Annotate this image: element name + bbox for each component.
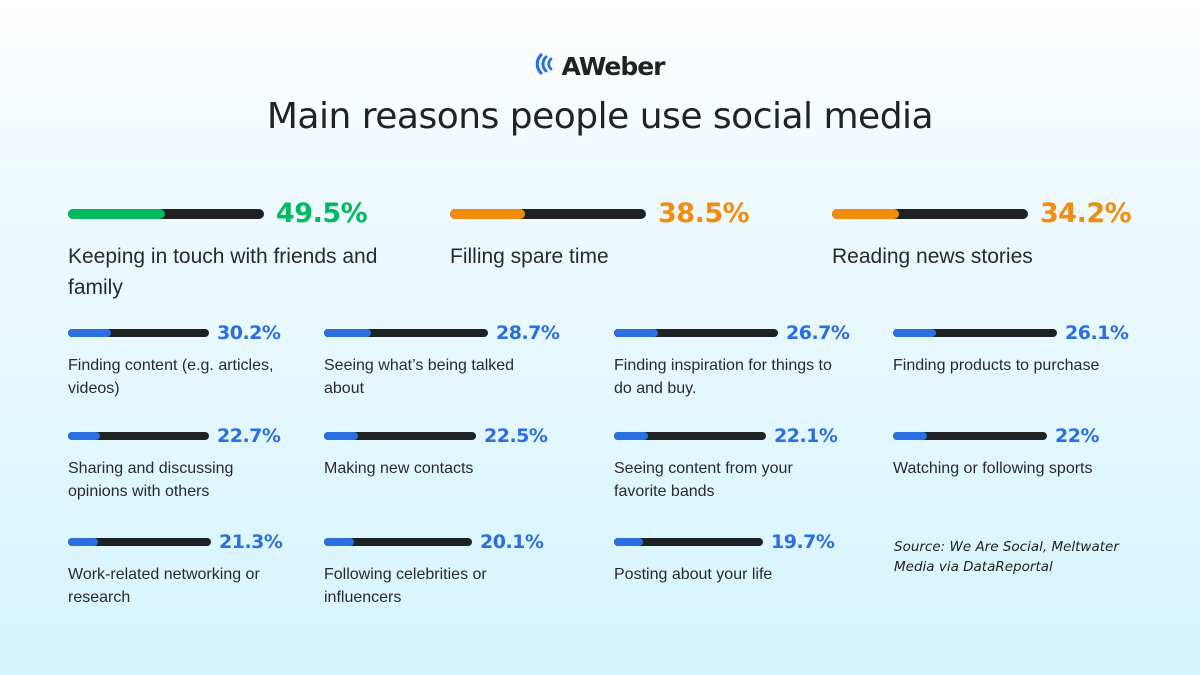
stat-value: 21.3%	[219, 531, 283, 553]
aweber-waves-icon	[535, 52, 559, 81]
stat-label: Reading news stories	[832, 245, 1033, 268]
stat-label: Following celebrities or influencers	[324, 566, 487, 606]
stat-item: 38.5% Filling spare time	[450, 198, 770, 272]
progress-bar	[614, 538, 763, 546]
progress-bar	[893, 329, 1057, 337]
stat-label: Seeing content from your favorite bands	[614, 460, 793, 500]
progress-bar	[893, 432, 1047, 440]
progress-bar	[324, 329, 488, 337]
stat-label: Keeping in touch with friends and family	[68, 245, 378, 299]
progress-bar	[68, 208, 264, 219]
stat-value: 26.7%	[786, 322, 850, 344]
page-title: Main reasons people use social media	[266, 96, 934, 137]
stat-label: Seeing what’s being talked about	[324, 357, 515, 397]
progress-bar	[324, 538, 472, 546]
stat-item: 26.7% Finding inspiration for things to …	[614, 322, 850, 400]
stat-item: 22.1% Seeing content from your favorite …	[614, 425, 838, 503]
stat-label: Finding content (e.g. articles, videos)	[68, 357, 274, 397]
stat-value: 34.2%	[1040, 198, 1132, 229]
stat-value: 22%	[1055, 425, 1099, 447]
stat-value: 22.5%	[484, 425, 548, 447]
stat-value: 26.1%	[1065, 322, 1129, 344]
stat-item: 26.1% Finding products to purchase	[893, 322, 1153, 377]
source-note: Source: We Are Social, Meltwater Media v…	[894, 539, 1119, 575]
stat-item: 21.3% Work-related networking or researc…	[68, 531, 283, 609]
stat-value: 28.7%	[496, 322, 560, 344]
stat-item: 49.5% Keeping in touch with friends and …	[68, 198, 378, 303]
progress-bar	[324, 432, 476, 440]
stat-label: Filling spare time	[450, 245, 609, 268]
brand-name: AWeber	[561, 52, 665, 81]
stat-item: 22.7% Sharing and discussing opinions wi…	[68, 425, 281, 503]
stat-item: 34.2% Reading news stories	[832, 198, 1152, 272]
progress-bar	[68, 329, 209, 337]
stat-label: Work-related networking or research	[68, 566, 260, 606]
stat-label: Sharing and discussing opinions with oth…	[68, 460, 234, 500]
stat-item: 22.5% Making new contacts	[324, 425, 548, 480]
stat-item: 28.7% Seeing what’s being talked about	[324, 322, 560, 400]
stat-value: 19.7%	[771, 531, 835, 553]
progress-bar	[68, 538, 211, 546]
progress-bar	[614, 329, 778, 337]
progress-bar	[614, 432, 766, 440]
stat-label: Posting about your life	[614, 566, 773, 583]
stat-value: 49.5%	[276, 198, 368, 229]
stat-value: 38.5%	[658, 198, 750, 229]
stat-label: Watching or following sports	[893, 460, 1093, 477]
stat-label: Finding inspiration for things to do and…	[614, 357, 832, 397]
stat-item: 19.7% Posting about your life	[614, 531, 835, 586]
progress-bar	[450, 208, 646, 219]
stat-value: 22.7%	[217, 425, 281, 447]
stat-item: 20.1% Following celebrities or influence…	[324, 531, 544, 609]
aweber-logo: AWeber	[0, 52, 1200, 86]
stat-label: Finding products to purchase	[893, 357, 1100, 374]
stat-item: 30.2% Finding content (e.g. articles, vi…	[68, 322, 293, 400]
stat-value: 30.2%	[217, 322, 281, 344]
stat-label: Making new contacts	[324, 460, 474, 477]
progress-bar	[832, 208, 1028, 219]
stat-value: 22.1%	[774, 425, 838, 447]
progress-bar	[68, 432, 209, 440]
stat-item: 22% Watching or following sports	[893, 425, 1153, 480]
stat-value: 20.1%	[480, 531, 544, 553]
